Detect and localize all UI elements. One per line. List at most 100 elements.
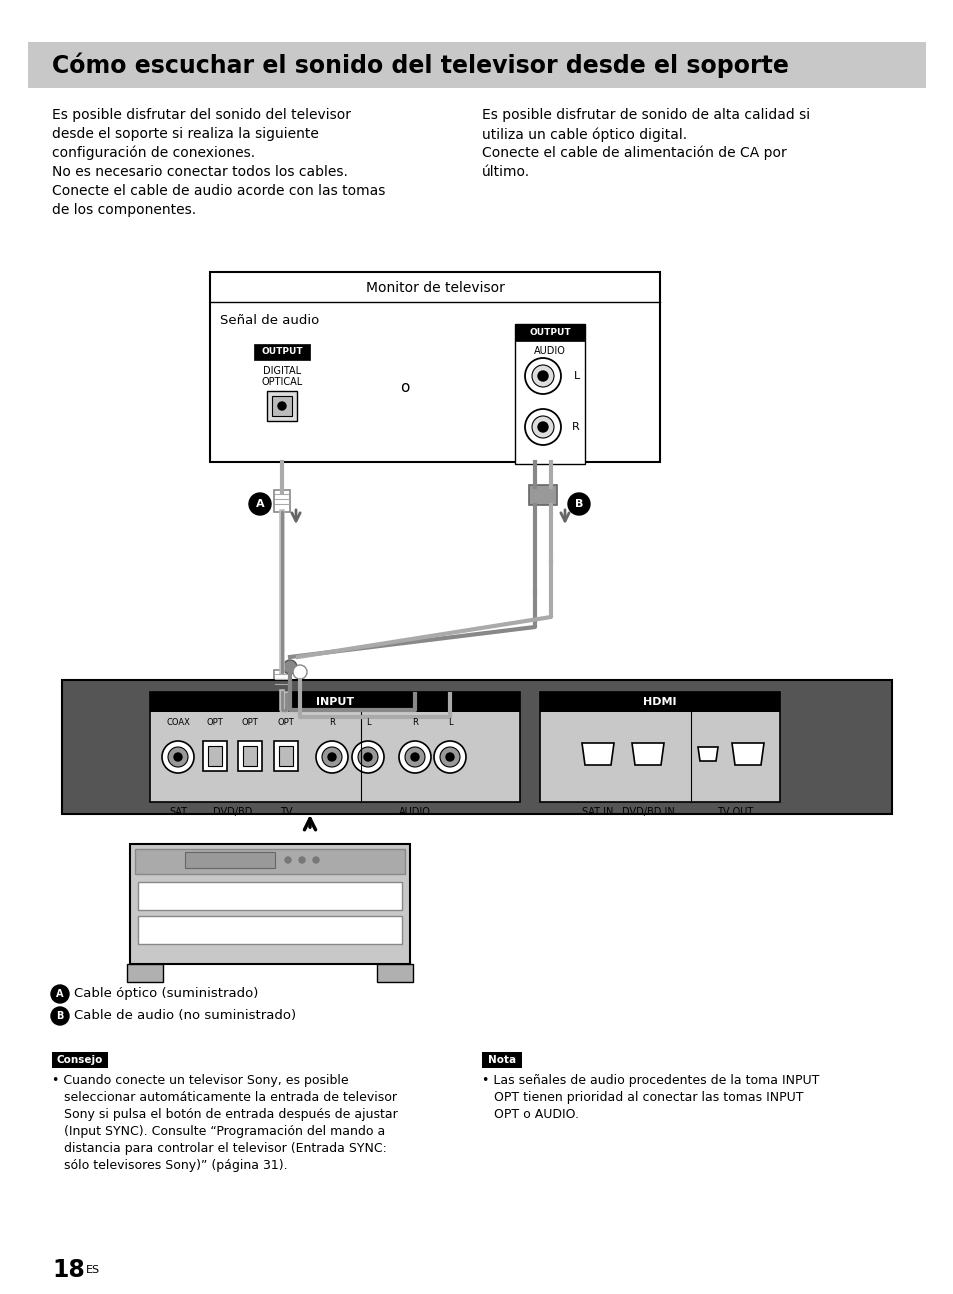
Bar bbox=[130, 844, 410, 964]
Text: R: R bbox=[412, 718, 417, 727]
Bar bbox=[208, 747, 222, 766]
Text: TV: TV bbox=[279, 807, 292, 817]
Circle shape bbox=[249, 493, 271, 515]
Text: OPT: OPT bbox=[241, 718, 258, 727]
Text: Conecte el cable de audio acorde con las tomas: Conecte el cable de audio acorde con las… bbox=[52, 184, 385, 198]
Text: B: B bbox=[56, 1011, 64, 1021]
Text: • Las señales de audio procedentes de la toma INPUT: • Las señales de audio procedentes de la… bbox=[481, 1074, 819, 1087]
Bar bbox=[150, 692, 519, 802]
Circle shape bbox=[357, 747, 377, 767]
Text: AUDIO: AUDIO bbox=[534, 345, 565, 356]
Text: Conecte el cable de alimentación de CA por: Conecte el cable de alimentación de CA p… bbox=[481, 146, 786, 160]
Circle shape bbox=[537, 422, 547, 432]
Circle shape bbox=[439, 747, 459, 767]
Circle shape bbox=[352, 741, 384, 773]
Text: L: L bbox=[447, 718, 452, 727]
Text: TV OUT: TV OUT bbox=[716, 807, 752, 817]
Bar bbox=[515, 324, 584, 342]
Bar bbox=[376, 964, 413, 982]
Circle shape bbox=[398, 741, 431, 773]
Circle shape bbox=[328, 753, 335, 761]
Bar bbox=[210, 272, 659, 462]
Circle shape bbox=[293, 665, 307, 679]
Text: COAX: COAX bbox=[166, 718, 190, 727]
Bar bbox=[272, 396, 292, 415]
Text: o: o bbox=[400, 379, 409, 395]
Text: Cómo escuchar el sonido del televisor desde el soporte: Cómo escuchar el sonido del televisor de… bbox=[52, 52, 788, 78]
Text: seleccionar automáticamente la entrada de televisor: seleccionar automáticamente la entrada d… bbox=[52, 1091, 396, 1104]
Circle shape bbox=[434, 741, 465, 773]
Polygon shape bbox=[631, 743, 663, 765]
Text: R: R bbox=[572, 422, 579, 432]
Circle shape bbox=[532, 365, 554, 387]
Circle shape bbox=[446, 753, 454, 761]
Circle shape bbox=[298, 857, 305, 863]
Text: • Cuando conecte un televisor Sony, es posible: • Cuando conecte un televisor Sony, es p… bbox=[52, 1074, 348, 1087]
Bar bbox=[278, 747, 293, 766]
Bar bbox=[138, 883, 401, 910]
Circle shape bbox=[162, 741, 193, 773]
Circle shape bbox=[313, 857, 318, 863]
Bar bbox=[52, 1052, 108, 1068]
Text: DVD/BD IN: DVD/BD IN bbox=[621, 807, 674, 817]
Circle shape bbox=[537, 371, 547, 380]
Bar bbox=[185, 851, 274, 868]
Circle shape bbox=[524, 409, 560, 445]
Text: sólo televisores Sony)” (página 31).: sólo televisores Sony)” (página 31). bbox=[52, 1159, 287, 1172]
Text: SAT: SAT bbox=[169, 807, 187, 817]
Circle shape bbox=[173, 753, 182, 761]
Polygon shape bbox=[731, 743, 763, 765]
Text: SAT IN: SAT IN bbox=[581, 807, 613, 817]
Circle shape bbox=[524, 358, 560, 393]
Circle shape bbox=[405, 747, 424, 767]
Text: utiliza un cable óptico digital.: utiliza un cable óptico digital. bbox=[481, 127, 686, 141]
Bar bbox=[243, 747, 256, 766]
Text: distancia para controlar el televisor (Entrada SYNC:: distancia para controlar el televisor (E… bbox=[52, 1143, 387, 1156]
Polygon shape bbox=[698, 747, 718, 761]
Circle shape bbox=[411, 753, 418, 761]
Text: OPTICAL: OPTICAL bbox=[261, 377, 302, 387]
Bar bbox=[253, 344, 310, 360]
Text: Consejo: Consejo bbox=[57, 1055, 103, 1065]
Text: Nota: Nota bbox=[487, 1055, 516, 1065]
Text: DVD/BD: DVD/BD bbox=[213, 807, 253, 817]
Bar bbox=[138, 916, 401, 945]
Bar bbox=[539, 692, 780, 802]
Text: AUDIO: AUDIO bbox=[398, 807, 431, 817]
Bar bbox=[274, 741, 297, 771]
Circle shape bbox=[322, 747, 341, 767]
Circle shape bbox=[51, 985, 69, 1003]
Bar bbox=[539, 692, 780, 712]
Circle shape bbox=[364, 753, 372, 761]
Bar bbox=[529, 485, 557, 505]
Text: Sony si pulsa el botón de entrada después de ajustar: Sony si pulsa el botón de entrada despué… bbox=[52, 1108, 397, 1121]
Circle shape bbox=[285, 857, 291, 863]
Text: OPT: OPT bbox=[207, 718, 223, 727]
Bar bbox=[237, 741, 262, 771]
Text: INPUT: INPUT bbox=[315, 697, 354, 707]
Text: último.: último. bbox=[481, 166, 530, 179]
Circle shape bbox=[567, 493, 589, 515]
Bar bbox=[150, 692, 519, 712]
Circle shape bbox=[51, 1007, 69, 1025]
Text: Es posible disfrutar del sonido del televisor: Es posible disfrutar del sonido del tele… bbox=[52, 107, 351, 122]
Bar bbox=[515, 324, 584, 465]
Text: desde el soporte si realiza la siguiente: desde el soporte si realiza la siguiente bbox=[52, 127, 318, 141]
Text: OPT tienen prioridad al conectar las tomas INPUT: OPT tienen prioridad al conectar las tom… bbox=[481, 1091, 802, 1104]
Bar bbox=[274, 670, 290, 692]
Circle shape bbox=[532, 415, 554, 437]
Text: OPT: OPT bbox=[277, 718, 294, 727]
Circle shape bbox=[315, 741, 348, 773]
Text: OUTPUT: OUTPUT bbox=[261, 348, 302, 357]
Circle shape bbox=[277, 402, 286, 410]
Bar bbox=[135, 849, 405, 873]
Text: No es necesario conectar todos los cables.: No es necesario conectar todos los cable… bbox=[52, 166, 348, 179]
Text: (Input SYNC). Consulte “Programación del mando a: (Input SYNC). Consulte “Programación del… bbox=[52, 1124, 385, 1137]
Text: 18: 18 bbox=[52, 1258, 85, 1282]
Text: DIGITAL: DIGITAL bbox=[263, 366, 301, 377]
Text: Señal de audio: Señal de audio bbox=[220, 314, 319, 327]
Bar bbox=[203, 741, 227, 771]
Circle shape bbox=[168, 747, 188, 767]
Text: OPT o AUDIO.: OPT o AUDIO. bbox=[481, 1108, 578, 1121]
Bar bbox=[481, 1052, 521, 1068]
